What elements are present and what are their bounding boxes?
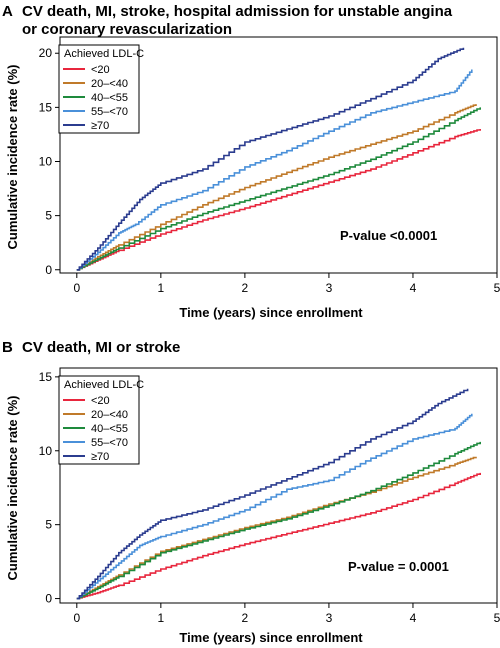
panel-a-legend-entry-2: 40–<55 [91,92,128,104]
panel-a-x-tick-label: 4 [410,281,417,295]
panel-b-y-tick-label: 15 [39,370,53,384]
panel-a-x-tick-label: 3 [326,281,333,295]
panel-b-pvalue: P-value = 0.0001 [348,559,449,574]
panel-b-plot: 0 1 2 3 4 5 0 5 10 15 Achieved LDL-C <20 20–<40 40–<5… [39,367,500,625]
panel-a-plot: 0 1 2 3 4 5 0 5 10 15 20 Achieved LDL-C <20 20–<40 40–… [39,36,500,295]
panel-a-series-line-0 [76,129,481,271]
panel-a-y-tick-label: 0 [45,263,52,277]
panel-b-legend-entry-1: 20–<40 [91,409,128,421]
panel-b-series-line-2 [76,441,481,600]
panel-b-y-tick-label: 0 [45,592,52,606]
panel-a-y-tick-label: 5 [45,209,52,223]
panel-a-letter: A [2,3,13,20]
panel-a-ylabel: Cumulative incidence rate (%) [5,65,20,250]
panel-a-series-line-3 [76,69,473,271]
panel-b: B CV death, MI or stroke Cumulative inci… [2,339,500,645]
panel-a-pvalue: P-value <0.0001 [340,228,437,243]
panel-b-series-line-4 [76,388,469,600]
panel-a-legend-box [58,44,140,134]
panel-b-legend-entry-3: 55–<70 [91,437,128,449]
panel-b-x-tick-label: 2 [242,611,249,625]
panel-a-title-line-2: or coronary revascularization [22,21,232,38]
panel-a-plot-frame [59,36,498,274]
panel-a-legend-entry-1: 20–<40 [91,78,128,90]
panel-a-series-line-4 [76,47,465,271]
panel-a-y-tick-label: 10 [39,154,53,168]
panel-a-legend-entry-3: 55–<70 [91,106,128,118]
panel-b-x-tick-label: 4 [410,611,417,625]
panel-a-x-tick-label: 2 [242,281,249,295]
panel-b-legend-entry-4: ≥70 [91,451,109,463]
panel-a-x-tick-label: 0 [73,281,80,295]
panel-a-y-tick-label: 15 [39,100,53,114]
panel-b-y-tick-label: 10 [39,444,53,458]
panel-a-series-line-1 [76,104,477,271]
panel-b-legend-box [58,375,140,465]
panel-b-plot-frame [59,367,498,604]
panel-b-letter: B [2,339,13,356]
panel-a-x-tick-label: 5 [494,281,500,295]
panel-a: A CV death, MI, stroke, hospital admissi… [2,3,500,320]
panel-b-title-line-1: CV death, MI or stroke [22,339,180,356]
panel-a-legend-entry-0: <20 [91,64,110,76]
panel-a-y-tick-label: 20 [39,46,53,60]
panel-a-legend-entry-4: ≥70 [91,120,109,132]
panel-b-ylabel: Cumulative incidence rate (%) [5,396,20,581]
panel-a-legend-title: Achieved LDL-C [64,48,144,60]
panel-b-legend-title: Achieved LDL-C [64,379,144,391]
panel-b-legend-entry-0: <20 [91,395,110,407]
panel-b-series-line-0 [76,472,481,600]
panel-b-xlabel: Time (years) since enrollment [179,630,363,645]
panel-b-x-tick-label: 3 [326,611,333,625]
panel-b-x-tick-label: 1 [158,611,165,625]
panel-b-series-line-1 [76,456,477,600]
panel-a-title-line-1: CV death, MI, stroke, hospital admission… [22,3,453,20]
panel-b-x-tick-label: 0 [73,611,80,625]
panel-a-x-tick-label: 1 [158,281,165,295]
panel-b-x-tick-label: 5 [494,611,500,625]
panel-a-xlabel: Time (years) since enrollment [179,305,363,320]
panel-a-series-line-2 [76,107,481,271]
panel-b-legend-entry-2: 40–<55 [91,423,128,435]
panel-b-y-tick-label: 5 [45,518,52,532]
panel-b-series-line-3 [76,413,473,600]
